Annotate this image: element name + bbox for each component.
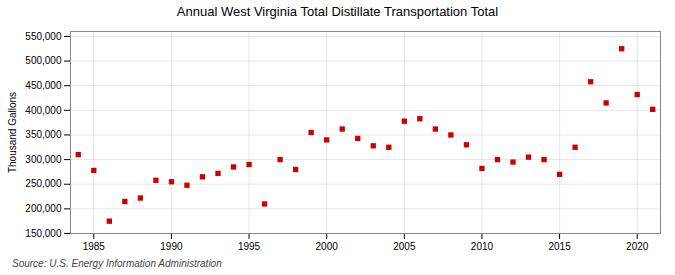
svg-text:1995: 1995 xyxy=(238,241,261,252)
svg-text:500,000: 500,000 xyxy=(25,55,62,66)
svg-text:200,000: 200,000 xyxy=(25,203,62,214)
svg-text:2015: 2015 xyxy=(548,241,571,252)
svg-text:150,000: 150,000 xyxy=(25,228,62,239)
svg-text:Thousand Gallons: Thousand Gallons xyxy=(7,92,18,173)
svg-text:350,000: 350,000 xyxy=(25,129,62,140)
svg-text:2005: 2005 xyxy=(393,241,416,252)
html-text:Annual West Virginia Total Dis: Annual West Virginia Total Distillate Tr… xyxy=(176,4,499,19)
svg-text:2000: 2000 xyxy=(316,241,339,252)
svg-text:300,000: 300,000 xyxy=(25,154,62,165)
svg-text:2020: 2020 xyxy=(626,241,649,252)
svg-text:1985: 1985 xyxy=(83,241,106,252)
svg-text:2010: 2010 xyxy=(471,241,494,252)
svg-text:1990: 1990 xyxy=(160,241,183,252)
svg-text:250,000: 250,000 xyxy=(25,178,62,189)
html-text:Source: U.S. Energy Informatio: Source: U.S. Energy Information Administ… xyxy=(12,258,222,269)
svg-text:400,000: 400,000 xyxy=(25,105,62,116)
svg-text:450,000: 450,000 xyxy=(25,80,62,91)
svg-text:550,000: 550,000 xyxy=(25,31,62,42)
